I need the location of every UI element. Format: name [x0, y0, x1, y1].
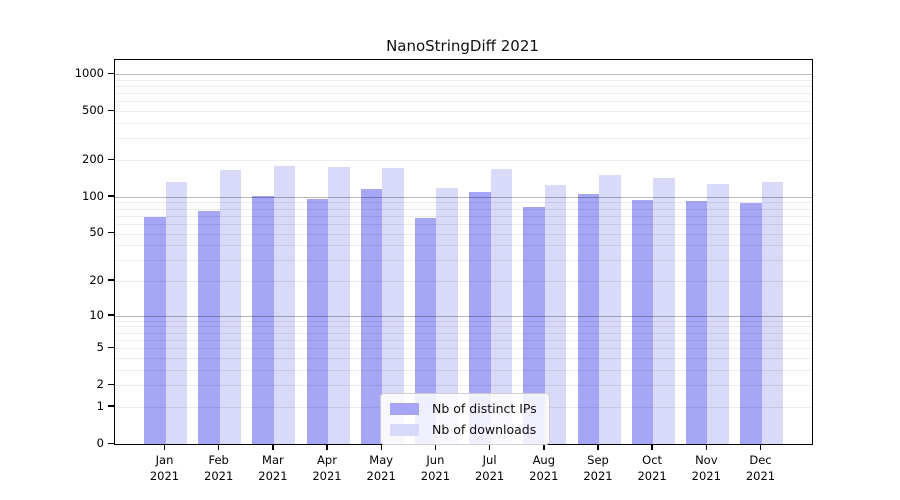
legend-label-distinct-ips: Nb of distinct IPs [432, 401, 537, 416]
y-tick-label-200: 200 [82, 152, 104, 166]
y-tick-label-5: 5 [96, 340, 104, 355]
y-tick-label-2: 2 [96, 377, 104, 392]
bar-downloads-feb-2021 [219, 170, 242, 444]
bar-distinct-ips-aug-2021 [523, 207, 545, 444]
y-tick-label-10: 10 [89, 307, 104, 322]
legend-swatch-downloads [390, 423, 419, 436]
x-tick-label-nov-2021: Nov 2021 [691, 453, 721, 483]
y-tick-mark-0 [108, 442, 115, 444]
bars-layer [115, 60, 812, 444]
legend: Nb of distinct IPs Nb of downloads [380, 393, 550, 445]
y-tick-mark-5 [108, 346, 115, 349]
y-tick-mark-10 [108, 314, 115, 316]
x-tick-label-jun-2021: Jun 2021 [420, 453, 451, 483]
y-tick-mark-100 [108, 195, 115, 197]
x-tick-mark-jan-2021 [163, 444, 166, 450]
y-tick-mark-2 [108, 383, 115, 386]
bar-distinct-ips-feb-2021 [198, 211, 220, 444]
bar-distinct-ips-jul-2021 [469, 191, 491, 444]
bar-downloads-may-2021 [382, 168, 404, 444]
bar-downloads-oct-2021 [653, 177, 675, 444]
bar-distinct-ips-jun-2021 [414, 218, 437, 444]
bar-distinct-ips-may-2021 [360, 189, 383, 444]
y-tick-label-100: 100 [82, 188, 104, 203]
x-tick-mark-mar-2021 [272, 444, 274, 450]
bar-downloads-aug-2021 [544, 185, 567, 444]
x-tick-mark-dec-2021 [759, 444, 762, 450]
bar-distinct-ips-oct-2021 [631, 199, 654, 444]
bar-downloads-mar-2021 [273, 165, 296, 444]
bar-downloads-nov-2021 [707, 183, 729, 444]
bar-downloads-jan-2021 [165, 181, 187, 444]
y-tick-label-20: 20 [89, 272, 104, 287]
bar-downloads-sep-2021 [599, 175, 621, 444]
x-tick-mark-jul-2021 [488, 444, 491, 450]
legend-row-downloads: Nb of downloads [390, 421, 537, 438]
y-tick-mark-1 [108, 405, 115, 407]
bar-distinct-ips-jan-2021 [144, 216, 166, 444]
y-tick-label-50: 50 [89, 225, 104, 240]
y-tick-mark-20 [108, 279, 115, 281]
y-tick-label-0: 0 [96, 436, 104, 450]
bar-distinct-ips-apr-2021 [306, 199, 328, 444]
bar-downloads-dec-2021 [761, 181, 783, 444]
x-tick-label-dec-2021: Dec 2021 [745, 453, 776, 483]
y-tick-mark-1000 [108, 72, 115, 75]
x-tick-label-mar-2021: Mar 2021 [258, 453, 288, 483]
bar-distinct-ips-nov-2021 [685, 200, 708, 444]
x-tick-label-apr-2021: Apr 2021 [312, 453, 342, 483]
y-tick-mark-200 [108, 158, 115, 160]
y-tick-label-500: 500 [82, 103, 104, 118]
x-tick-label-oct-2021: Oct 2021 [637, 453, 667, 483]
x-tick-label-may-2021: May 2021 [366, 453, 396, 483]
legend-label-downloads: Nb of downloads [432, 422, 537, 437]
plot-area: Nb of distinct IPs Nb of downloads [114, 59, 813, 445]
legend-swatch-distinct-ips [390, 402, 419, 415]
bar-distinct-ips-sep-2021 [577, 194, 599, 444]
x-tick-label-sep-2021: Sep 2021 [583, 453, 613, 483]
legend-row-distinct-ips: Nb of distinct IPs [390, 400, 537, 417]
x-tick-label-jul-2021: Jul 2021 [474, 453, 505, 483]
bar-downloads-jul-2021 [490, 169, 513, 444]
x-tick-mark-aug-2021 [543, 444, 545, 450]
chart-title: NanoStringDiff 2021 [386, 37, 539, 55]
x-tick-label-feb-2021: Feb 2021 [204, 453, 234, 483]
bar-downloads-apr-2021 [328, 166, 350, 444]
x-tick-mark-jun-2021 [434, 444, 437, 450]
y-tick-label-1: 1 [96, 398, 104, 413]
x-tick-mark-apr-2021 [326, 444, 328, 450]
y-tick-label-1000: 1000 [74, 66, 104, 81]
bar-distinct-ips-dec-2021 [740, 203, 762, 444]
x-tick-label-jan-2021: Jan 2021 [149, 453, 180, 483]
x-tick-mark-feb-2021 [217, 444, 220, 450]
bar-downloads-jun-2021 [436, 188, 458, 444]
x-tick-mark-sep-2021 [597, 444, 599, 450]
y-tick-mark-50 [108, 231, 115, 234]
x-tick-mark-may-2021 [380, 444, 382, 450]
x-tick-label-aug-2021: Aug 2021 [529, 453, 559, 483]
bar-distinct-ips-mar-2021 [252, 196, 274, 444]
y-tick-mark-500 [108, 109, 115, 112]
x-tick-mark-oct-2021 [651, 444, 653, 450]
x-tick-mark-nov-2021 [705, 444, 708, 450]
